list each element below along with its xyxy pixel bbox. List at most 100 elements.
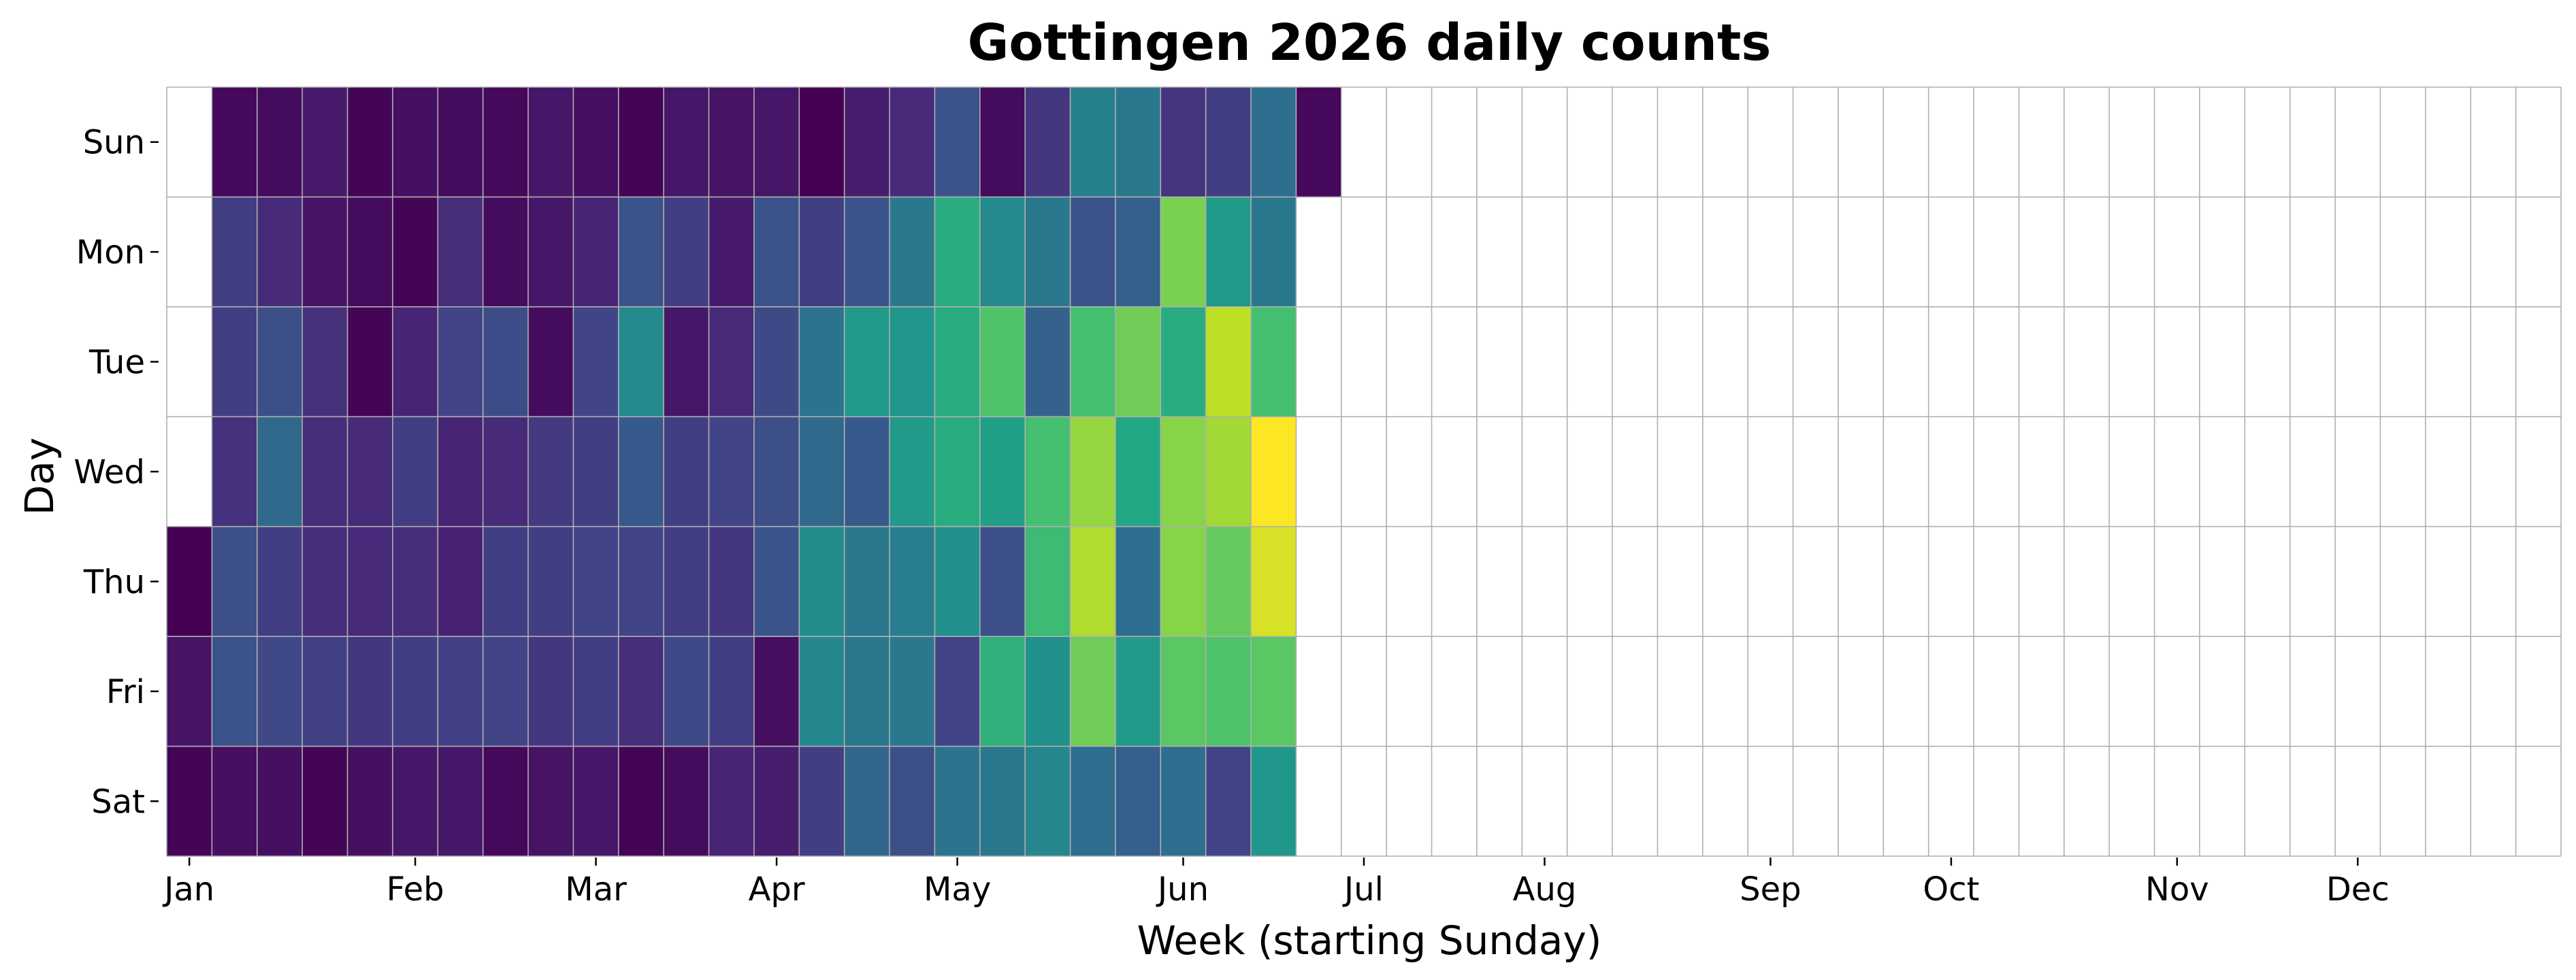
heatmap-cell	[212, 306, 258, 417]
heatmap-cell	[212, 87, 258, 198]
heatmap-cell	[1160, 526, 1207, 637]
heatmap-cell	[664, 746, 710, 857]
heatmap-cell	[753, 746, 800, 857]
heatmap-cell	[257, 306, 303, 417]
heatmap-cell	[1115, 526, 1161, 637]
heatmap-cell	[1070, 526, 1116, 637]
heatmap-cell	[799, 636, 845, 747]
heatmap-cell	[618, 746, 664, 857]
x-tick-label: Jan	[162, 870, 214, 909]
heatmap-cell	[934, 87, 981, 198]
heatmap-cell	[844, 306, 890, 417]
x-tick-label: Jun	[1156, 870, 1209, 909]
heatmap-cell	[1160, 306, 1207, 417]
heatmap-cell	[302, 87, 348, 198]
heatmap-cell	[664, 526, 710, 637]
heatmap-cell	[934, 306, 981, 417]
heatmap-cell	[438, 416, 484, 527]
heatmap-cell	[890, 197, 936, 308]
heatmap-cell	[753, 636, 800, 747]
heatmap-cell	[1160, 197, 1207, 308]
heatmap-cell	[890, 526, 936, 637]
heatmap-cell	[1205, 526, 1252, 637]
heatmap-cell	[934, 197, 981, 308]
heatmap-cell	[167, 636, 212, 747]
x-axis-label: Week (starting Sunday)	[1137, 917, 1602, 964]
heatmap-cell	[1251, 197, 1297, 308]
heatmap-cell	[212, 746, 258, 857]
heatmap-cell	[618, 416, 664, 527]
heatmap-cell	[483, 306, 529, 417]
x-tick-label: Apr	[749, 870, 805, 909]
heatmap-cell	[392, 306, 438, 417]
x-axis-ticks: Jan Feb Mar Apr May Jun Jul Aug Sep Oct Nov Dec	[162, 858, 2390, 909]
heatmap-cell	[799, 746, 845, 857]
heatmap-cell	[753, 306, 800, 417]
heatmap-cell	[979, 526, 1026, 637]
heatmap-cell	[1070, 306, 1116, 417]
heatmap-cell	[167, 526, 212, 637]
heatmap-cell	[1025, 636, 1071, 747]
heatmap-cell	[438, 87, 484, 198]
heatmap-cell	[934, 746, 981, 857]
heatmap-cell	[1251, 306, 1297, 417]
heatmap-cell	[890, 87, 936, 198]
heatmap-cell	[1025, 306, 1071, 417]
x-tick-label: Nov	[2145, 870, 2209, 909]
heatmap-cell	[212, 416, 258, 527]
heatmap-cell	[753, 197, 800, 308]
heatmap-cell	[302, 526, 348, 637]
heatmap-cell	[1251, 746, 1297, 857]
heatmap-cell	[1025, 197, 1071, 308]
heatmap-cell	[573, 87, 619, 198]
heatmap-cell	[1070, 636, 1116, 747]
heatmap-cell	[1115, 416, 1161, 527]
heatmap-cell	[664, 87, 710, 198]
heatmap-cell	[979, 416, 1026, 527]
heatmap-cell	[302, 197, 348, 308]
heatmap-cell	[618, 636, 664, 747]
heatmap-cell	[1205, 306, 1252, 417]
heatmap-cell	[753, 416, 800, 527]
heatmap-cell	[392, 746, 438, 857]
heatmap-cell	[257, 636, 303, 747]
heatmap-cell	[664, 197, 710, 308]
heatmap-cell	[1205, 636, 1252, 747]
heatmap-cell	[483, 416, 529, 527]
heatmap-cell	[890, 636, 936, 747]
y-tick-label: Mon	[76, 233, 145, 272]
heatmap-cell	[844, 87, 890, 198]
heatmap-cell	[1205, 197, 1252, 308]
heatmap-cell	[844, 526, 890, 637]
heatmap-cell	[438, 197, 484, 308]
y-tick-label: Sat	[91, 783, 145, 821]
heatmap-cell	[844, 197, 890, 308]
heatmap-cell	[347, 746, 393, 857]
heatmap-cell	[844, 636, 890, 747]
heatmap-cell	[573, 416, 619, 527]
x-tick-label: May	[924, 870, 991, 909]
heatmap-cell	[347, 416, 393, 527]
heatmap-cell	[799, 416, 845, 527]
heatmap-cell	[934, 526, 981, 637]
heatmap-cell	[1205, 746, 1252, 857]
heatmap-cell	[1251, 526, 1297, 637]
heatmap-cell	[212, 636, 258, 747]
heatmap-cell	[302, 636, 348, 747]
heatmap-cell	[212, 526, 258, 637]
heatmap-cell	[347, 87, 393, 198]
heatmap-cell	[573, 306, 619, 417]
heatmap-cell	[1205, 416, 1252, 527]
gridlines	[166, 86, 2562, 857]
heatmap-cell	[528, 87, 574, 198]
heatmap-cell	[708, 197, 755, 308]
y-tick-label: Fri	[106, 673, 145, 711]
heatmap-cell	[347, 636, 393, 747]
heatmap-cell	[618, 87, 664, 198]
heatmap-cell	[483, 746, 529, 857]
y-axis-label: Day	[16, 438, 63, 516]
heatmap-cell	[799, 197, 845, 308]
heatmap-cell	[483, 526, 529, 637]
heatmap-cell	[573, 636, 619, 747]
